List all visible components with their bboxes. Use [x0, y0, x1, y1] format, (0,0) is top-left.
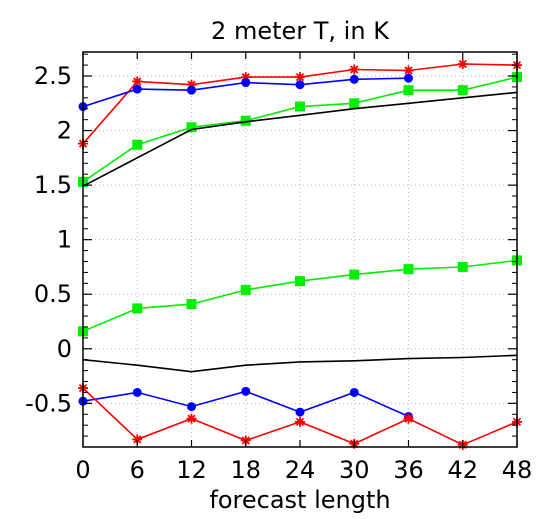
grid-layer [83, 52, 517, 447]
data-point [186, 413, 197, 424]
y-tick-label: 1 [57, 226, 72, 254]
data-point [132, 303, 143, 314]
x-tick-label: 18 [230, 456, 261, 484]
data-point [457, 85, 468, 96]
series [82, 354, 518, 373]
data-point [349, 98, 360, 109]
data-point [403, 65, 414, 76]
data-point [457, 261, 468, 272]
data-point [295, 407, 305, 417]
data-point [241, 78, 251, 88]
data-point [132, 434, 143, 445]
data-point [186, 299, 197, 310]
data-point [404, 73, 413, 83]
data-point [187, 402, 196, 412]
x-tick-label: 12 [176, 456, 207, 484]
data-point [295, 101, 305, 112]
series-layer [78, 59, 522, 450]
data-point [295, 276, 305, 287]
data-point [295, 72, 305, 83]
y-tick-label: 2.5 [34, 62, 72, 90]
data-point [186, 122, 197, 133]
y-tick-label: 0 [57, 335, 72, 363]
data-point [132, 84, 142, 94]
series-line [82, 354, 518, 373]
data-point [403, 85, 414, 96]
chart-title: 2 meter T, in K [211, 17, 390, 45]
x-tick-label: 24 [285, 456, 316, 484]
y-tick-label: 1.5 [34, 171, 72, 199]
plot-frame [82, 51, 518, 448]
data-point [240, 115, 251, 126]
data-point [132, 76, 143, 87]
data-point [240, 284, 251, 295]
data-point [186, 79, 197, 90]
x-tick-label: 42 [447, 456, 478, 484]
series [82, 91, 518, 187]
data-point [241, 386, 251, 396]
data-point [403, 413, 414, 424]
x-tick-label: 48 [502, 456, 533, 484]
data-point [403, 264, 414, 275]
data-point [349, 74, 359, 84]
x-tick-label: 6 [130, 456, 145, 484]
x-axis-title: forecast length [209, 486, 390, 514]
data-point [349, 269, 360, 280]
data-point [132, 387, 142, 397]
data-point [349, 387, 359, 397]
data-point [240, 72, 251, 83]
data-point [132, 139, 143, 150]
series [78, 386, 413, 421]
series-line [82, 91, 518, 187]
y-tick-label: 0.5 [34, 280, 72, 308]
y-tick-label: 2 [57, 117, 72, 145]
data-point [457, 59, 468, 70]
x-tick-label: 30 [339, 456, 370, 484]
data-point [295, 80, 305, 90]
tick-label-layer: 0 6 12 18 24 30 36 42 48 2.5 2 1.5 1 0.5 0 -0.5 [25, 62, 532, 484]
x-tick-label: 0 [75, 456, 90, 484]
data-point [295, 416, 305, 427]
data-point [349, 64, 360, 75]
x-tick-label: 36 [393, 456, 424, 484]
y-tick-label: -0.5 [25, 389, 72, 417]
data-point [187, 85, 196, 95]
